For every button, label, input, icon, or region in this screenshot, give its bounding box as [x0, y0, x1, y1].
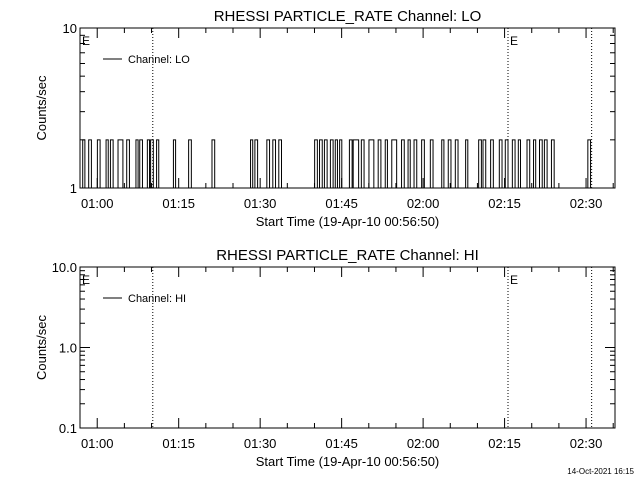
panel1-ytick-label: 10	[63, 21, 77, 36]
panel2-plot-frame	[79, 266, 616, 429]
panel2-xtick-label: 02:30	[570, 436, 603, 451]
panel1-series-line	[80, 139, 615, 189]
panel2-ylabel: Counts/sec	[34, 314, 49, 380]
panel2-xtick-label: 01:45	[325, 436, 358, 451]
panel1-xlabel: Start Time (19-Apr-10 00:56:50)	[256, 214, 440, 229]
panel2-xtick-label: 02:00	[407, 436, 440, 451]
panel1-xtick-label: 01:45	[325, 196, 358, 211]
panel1-plot-frame	[79, 27, 616, 189]
panel2-xtick-label: 01:15	[162, 436, 195, 451]
panel2-ytick-label: 0.1	[59, 421, 77, 436]
panel2-title: RHESSI PARTICLE_RATE Channel: HI	[216, 247, 479, 264]
panel1-xtick-label: 02:15	[488, 196, 521, 211]
panel1-xtick-label: 02:30	[570, 196, 603, 211]
panel2-legend-label: Channel: HI	[128, 293, 186, 305]
panel2-xtick-label: 02:15	[488, 436, 521, 451]
panel1-event-marker: E	[82, 34, 90, 48]
generation-timestamp: 14-Oct-2021 16:15	[567, 467, 634, 476]
panel2-ytick-label: 1.0	[59, 341, 77, 356]
panel2-ytick-label: 10.0	[52, 260, 77, 275]
panel2-xtick-label: 01:00	[81, 436, 114, 451]
panel1-ytick-label: 1	[70, 181, 77, 196]
panel2-event-marker: E	[82, 273, 90, 287]
panel1-ylabel: Counts/sec	[34, 75, 49, 141]
panel1-legend-label: Channel: LO	[128, 54, 190, 66]
panel1-xtick-label: 01:30	[244, 196, 277, 211]
panel2-xlabel: Start Time (19-Apr-10 00:56:50)	[256, 454, 440, 469]
panel1-xtick-label: 01:15	[162, 196, 195, 211]
panel2-xtick-label: 01:30	[244, 436, 277, 451]
panel1-title: RHESSI PARTICLE_RATE Channel: LO	[214, 8, 482, 25]
panel1-event-marker: E	[510, 34, 518, 48]
panel2-event-marker: E	[510, 273, 518, 287]
panel1-xtick-label: 01:00	[81, 196, 114, 211]
panel1-xtick-label: 02:00	[407, 196, 440, 211]
